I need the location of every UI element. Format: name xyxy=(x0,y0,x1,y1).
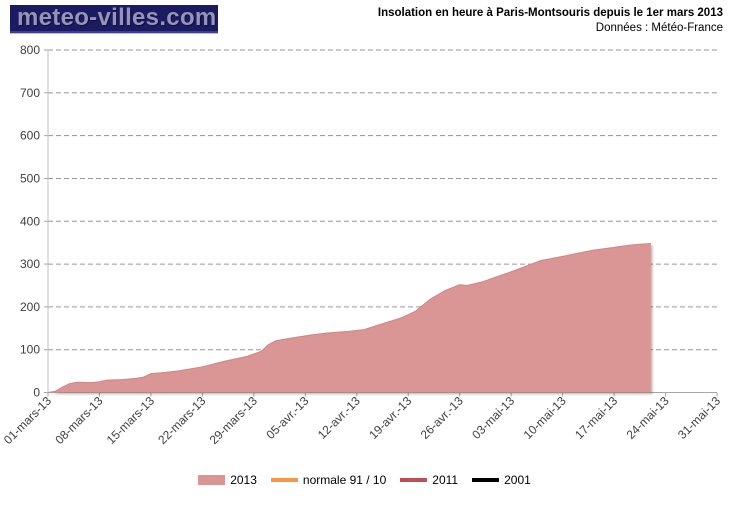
legend-item: normale 91 / 10 xyxy=(270,473,387,487)
chart-legend: 2013 normale 91 / 10 2011 2001 xyxy=(0,473,729,487)
legend-swatch-line xyxy=(270,478,298,482)
area-series-2013 xyxy=(48,243,651,393)
x-tick-label: 26-avr.-13 xyxy=(418,393,466,441)
y-tick-label: 500 xyxy=(20,171,40,185)
y-tick-label: 800 xyxy=(20,43,40,57)
chart-source: Données : Météo-France xyxy=(595,22,723,34)
legend-label: 2011 xyxy=(432,473,459,487)
y-tick-label: 200 xyxy=(20,300,40,314)
legend-label: normale 91 / 10 xyxy=(302,473,387,487)
chart-title: Insolation en heure à Paris-Montsouris d… xyxy=(377,7,723,19)
x-tick-label: 24-mai-13 xyxy=(624,393,672,441)
x-tick-label: 17-mai-13 xyxy=(572,393,620,441)
legend-swatch-line xyxy=(400,478,428,482)
y-tick-label: 100 xyxy=(20,343,40,357)
x-tick-label: 15-mars-13 xyxy=(104,393,158,447)
y-tick-label: 300 xyxy=(20,257,40,271)
site-logo-text: meteo-villes.com xyxy=(17,5,217,31)
x-tick-label: 12-avr.-13 xyxy=(315,393,363,441)
legend-swatch-line xyxy=(472,478,500,482)
legend-swatch-area xyxy=(198,475,226,485)
x-tick-label: 31-mai-13 xyxy=(675,393,723,441)
site-logo[interactable]: meteo-villes.com xyxy=(10,5,218,33)
y-tick-label: 400 xyxy=(20,214,40,228)
x-tick-label: 22-mars-13 xyxy=(155,393,209,447)
legend-item: 2001 xyxy=(472,473,531,487)
x-tick-label: 19-avr.-13 xyxy=(366,393,414,441)
area-series-edge xyxy=(47,243,651,393)
chart-header: Insolation en heure à Paris-Montsouris d… xyxy=(378,7,723,34)
legend-item: 2013 xyxy=(198,473,257,487)
legend-label: 2013 xyxy=(230,473,257,487)
legend-item: 2011 xyxy=(400,473,458,487)
x-tick-label: 29-mars-13 xyxy=(207,393,261,447)
legend-label: 2001 xyxy=(504,473,531,487)
chart-svg: 0 100 200 300 400 500 600 700 800 01-mars-1308-ma… xyxy=(1,43,724,447)
y-tick-label: 0 xyxy=(33,386,40,400)
y-tick-label: 700 xyxy=(20,86,40,100)
x-tick-label: 03-mai-13 xyxy=(469,393,517,441)
x-tick-label: 08-mars-13 xyxy=(52,393,106,447)
y-tick-label: 600 xyxy=(20,129,40,143)
x-tick-label: 01-mars-13 xyxy=(1,393,55,447)
x-tick-label: 05-avr.-13 xyxy=(263,393,311,441)
x-tick-label: 10-mai-13 xyxy=(521,393,569,441)
